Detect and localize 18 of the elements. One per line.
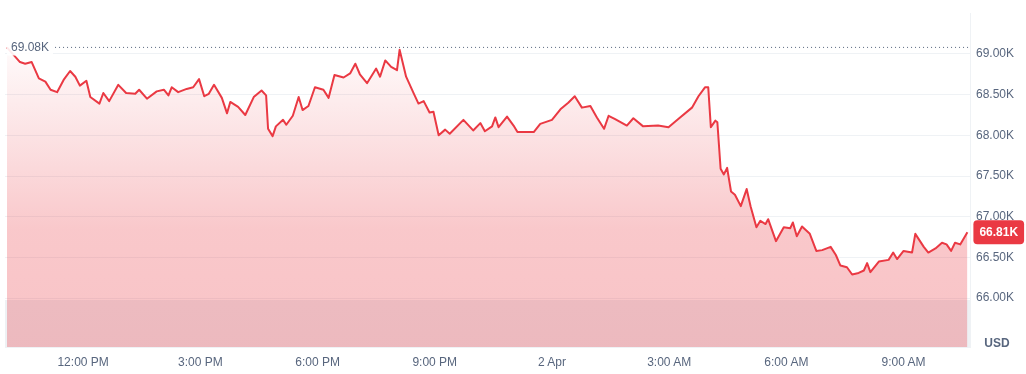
y-tick-label: 68.50K: [976, 86, 1015, 101]
x-tick-label: 9:00 AM: [881, 354, 926, 369]
ref-line-label: 69.08K: [11, 39, 50, 54]
x-tick-label: 2 Apr: [537, 354, 566, 369]
x-tick-label: 3:00 AM: [647, 354, 692, 369]
y-axis-title: USD: [984, 336, 1010, 351]
y-tick-label: 67.00K: [976, 209, 1015, 224]
x-tick-label: 9:00 PM: [412, 354, 458, 369]
y-tick-label: 68.00K: [976, 127, 1015, 142]
annotation: 66.81K: [979, 224, 1019, 239]
y-tick-label: 67.50K: [976, 168, 1015, 183]
y-tick-label: 66.00K: [976, 290, 1015, 305]
x-tick-label: 12:00 PM: [57, 354, 109, 369]
x-tick-label: 3:00 PM: [177, 354, 223, 369]
y-tick-label: 69.00K: [976, 46, 1015, 61]
x-tick-label: 6:00 AM: [764, 354, 809, 369]
y-tick-label: 66.50K: [976, 249, 1015, 264]
x-tick-label: 6:00 PM: [295, 354, 340, 369]
